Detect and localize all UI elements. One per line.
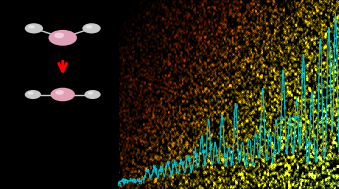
- Circle shape: [25, 23, 43, 33]
- Circle shape: [25, 90, 41, 99]
- Circle shape: [54, 33, 64, 38]
- Circle shape: [88, 91, 93, 95]
- Circle shape: [82, 23, 101, 33]
- Circle shape: [86, 25, 93, 29]
- Circle shape: [51, 88, 75, 101]
- Circle shape: [84, 90, 101, 99]
- Circle shape: [48, 30, 77, 46]
- Circle shape: [55, 90, 64, 95]
- Circle shape: [28, 25, 35, 29]
- Circle shape: [28, 91, 34, 95]
